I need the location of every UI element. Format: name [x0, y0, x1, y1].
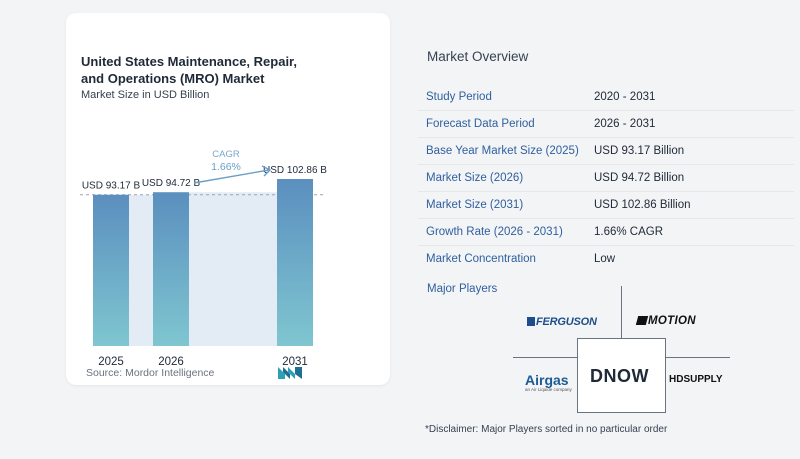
- overview-row: Market Size (2026) USD 94.72 Billion: [418, 165, 794, 192]
- cagr-arrowhead-icon: [261, 165, 272, 177]
- overview-value: Low: [594, 253, 616, 265]
- overview-row: Forecast Data Period 2026 - 2031: [418, 111, 794, 138]
- ferguson-logo: FERGUSON: [527, 316, 597, 328]
- players-divider: [621, 286, 622, 338]
- hdsupply-logo: HDSUPPLY: [669, 374, 723, 385]
- category-label: 2026: [158, 356, 184, 368]
- overview-value: USD 93.17 Billion: [594, 145, 685, 157]
- overview-title: Market Overview: [427, 49, 529, 64]
- airgas-logo: Airgas an Air Liquide company: [525, 372, 572, 392]
- overview-value: 2026 - 2031: [594, 118, 656, 130]
- dnow-logo: DNOW: [590, 366, 649, 386]
- overview-value: 1.66% CAGR: [594, 226, 664, 238]
- overview-value: USD 94.72 Billion: [594, 172, 685, 184]
- overview-value: 2020 - 2031: [594, 91, 656, 103]
- chart-card: United States Maintenance, Repair, and O…: [66, 13, 390, 385]
- motion-icon: [635, 316, 649, 325]
- overview-label: Forecast Data Period: [426, 118, 535, 130]
- overview-row: Market Concentration Low: [418, 246, 794, 273]
- overview-label: Study Period: [426, 91, 492, 103]
- overview-label: Market Size (2026): [426, 172, 524, 184]
- motion-logo: MOTION: [635, 315, 696, 327]
- category-label: 2025: [98, 356, 124, 368]
- bar-2025: [93, 194, 129, 346]
- players-center-box: [577, 338, 666, 413]
- bar-value-label: USD 94.72 B: [142, 178, 201, 189]
- growth-band: [129, 194, 153, 346]
- overview-label: Growth Rate (2026 - 2031): [426, 226, 563, 238]
- overview-label: Market Concentration: [426, 253, 536, 265]
- overview-label: Base Year Market Size (2025): [426, 145, 579, 157]
- overview-value: USD 102.86 Billion: [594, 199, 691, 211]
- cagr-label: CAGR: [212, 149, 240, 160]
- cagr-value: 1.66%: [211, 161, 241, 173]
- overview-row: Study Period 2020 - 2031: [418, 84, 794, 111]
- bar-chart: USD 93.17 B 2025 USD 94.72 B 2026 USD 102.86…: [80, 149, 327, 368]
- bar-value-label: USD 93.17 B: [82, 181, 141, 192]
- cagr-arrow: [193, 169, 270, 184]
- overview-row: Market Size (2031) USD 102.86 Billion: [418, 192, 794, 219]
- mordor-intelligence-logo-icon: [278, 367, 302, 379]
- disclaimer: *Disclaimer: Major Players sorted in no …: [425, 424, 668, 435]
- airgas-tagline: an Air Liquide company: [525, 387, 572, 392]
- bar-2026: [153, 192, 189, 346]
- overview-label: Market Size (2031): [426, 199, 524, 211]
- bar-2031: [277, 179, 313, 346]
- overview-table: Study Period 2020 - 2031 Forecast Data Per…: [418, 84, 794, 273]
- chart-subtitle: Market Size in USD Billion: [81, 89, 210, 101]
- overview-row: Growth Rate (2026 - 2031) 1.66% CAGR: [418, 219, 794, 246]
- growth-band: [189, 192, 277, 346]
- source-note: Source: Mordor Intelligence: [86, 367, 215, 379]
- category-label: 2031: [282, 356, 308, 368]
- overview-row: Base Year Market Size (2025) USD 93.17 Bi…: [418, 138, 794, 165]
- ferguson-icon: [527, 317, 535, 326]
- major-players-title: Major Players: [427, 283, 498, 295]
- chart-title: United States Maintenance, Repair, and O…: [81, 54, 298, 86]
- bar-value-label: USD 102.86 B: [263, 165, 327, 176]
